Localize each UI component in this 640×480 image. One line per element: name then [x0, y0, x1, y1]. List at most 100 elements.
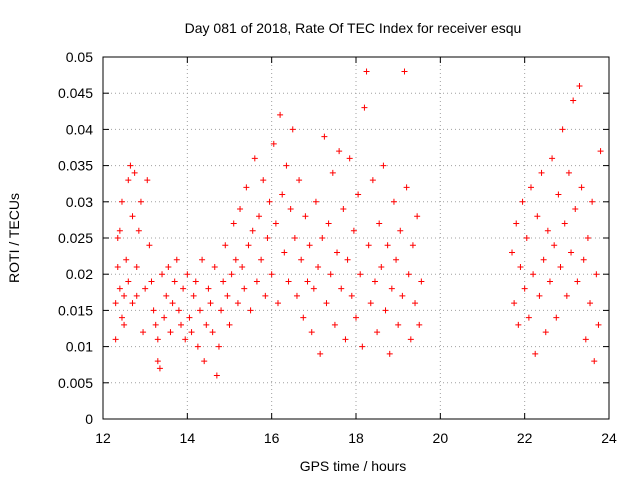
- data-point: [369, 177, 376, 184]
- data-point: [249, 227, 256, 234]
- data-point: [152, 321, 159, 328]
- data-point: [140, 329, 147, 336]
- y-tick-label: 0.01: [66, 339, 93, 355]
- data-point: [243, 184, 250, 191]
- data-point: [350, 227, 357, 234]
- data-point: [133, 292, 140, 299]
- data-point: [150, 307, 157, 314]
- data-point: [582, 336, 589, 343]
- data-point: [129, 213, 136, 220]
- data-point: [589, 198, 596, 205]
- data-point: [272, 220, 279, 227]
- data-point: [395, 321, 402, 328]
- data-point: [361, 104, 368, 111]
- data-point: [300, 314, 307, 321]
- data-point: [135, 227, 142, 234]
- data-point: [241, 285, 248, 292]
- x-tick-label: 16: [264, 430, 280, 446]
- data-point: [180, 285, 187, 292]
- data-point: [540, 256, 547, 263]
- y-tick-label: 0: [85, 411, 93, 427]
- data-point: [194, 343, 201, 350]
- y-tick-label: 0.04: [66, 121, 93, 137]
- data-point: [549, 155, 556, 162]
- x-tick-label: 20: [433, 430, 449, 446]
- data-point: [289, 126, 296, 133]
- y-tick-label: 0.005: [58, 375, 93, 391]
- data-point: [228, 271, 235, 278]
- x-tick-label: 12: [95, 430, 111, 446]
- data-point: [325, 220, 332, 227]
- data-point: [226, 321, 233, 328]
- data-point: [188, 329, 195, 336]
- data-point: [274, 300, 281, 307]
- data-point: [312, 198, 319, 205]
- data-point: [114, 263, 121, 270]
- data-point: [207, 300, 214, 307]
- y-tick-label: 0.045: [58, 85, 93, 101]
- data-point: [331, 321, 338, 328]
- data-point: [264, 235, 271, 241]
- data-point: [593, 271, 600, 278]
- data-point: [123, 256, 130, 263]
- data-point: [412, 300, 419, 307]
- data-point: [256, 213, 263, 220]
- data-point: [173, 256, 180, 263]
- data-point: [390, 198, 397, 205]
- data-point: [142, 285, 149, 292]
- data-point: [534, 213, 541, 220]
- data-point: [310, 285, 317, 292]
- data-point: [315, 263, 322, 270]
- data-point: [211, 263, 218, 270]
- data-points: [112, 68, 604, 379]
- data-point: [509, 249, 516, 256]
- data-point: [414, 213, 421, 220]
- data-point: [169, 300, 176, 307]
- data-point: [388, 285, 395, 292]
- data-point: [344, 256, 351, 263]
- data-point: [407, 336, 414, 343]
- data-point: [121, 292, 128, 299]
- data-point: [213, 372, 220, 379]
- data-point: [538, 169, 545, 176]
- y-tick-label: 0.05: [66, 49, 93, 65]
- data-point: [175, 307, 182, 314]
- x-tick-label: 22: [517, 430, 533, 446]
- data-point: [561, 220, 568, 227]
- y-tick-label: 0.02: [66, 266, 93, 282]
- y-tick-labels: 0 0.005 0.01 0.015 0.02 0.025 0.03 0.035 0.04 0.0…: [58, 49, 93, 427]
- data-point: [304, 278, 311, 285]
- data-point: [346, 155, 353, 162]
- data-point: [365, 242, 372, 249]
- data-point: [517, 263, 524, 270]
- data-point: [511, 300, 518, 307]
- data-point: [118, 198, 125, 205]
- data-point: [209, 329, 216, 336]
- data-point: [283, 162, 290, 169]
- x-tick-label: 18: [348, 430, 364, 446]
- data-point: [163, 292, 170, 299]
- data-point: [121, 321, 128, 328]
- data-point: [281, 249, 288, 256]
- data-point: [386, 350, 393, 357]
- data-point: [555, 191, 562, 198]
- y-tick-label: 0.025: [58, 230, 93, 246]
- data-point: [112, 300, 119, 307]
- data-point: [530, 271, 537, 278]
- data-point: [565, 169, 572, 176]
- data-point: [570, 97, 577, 104]
- data-point: [215, 343, 222, 350]
- data-point: [563, 292, 570, 299]
- data-point: [156, 365, 163, 372]
- data-point: [409, 242, 416, 249]
- y-axis-title: ROTI / TECUs: [6, 193, 22, 283]
- data-point: [146, 242, 153, 249]
- data-point: [306, 242, 313, 249]
- data-point: [348, 292, 355, 299]
- data-point: [125, 177, 132, 184]
- data-point: [595, 321, 602, 328]
- data-point: [525, 314, 532, 321]
- data-point: [192, 278, 199, 285]
- data-point: [580, 256, 587, 263]
- data-point: [260, 177, 267, 184]
